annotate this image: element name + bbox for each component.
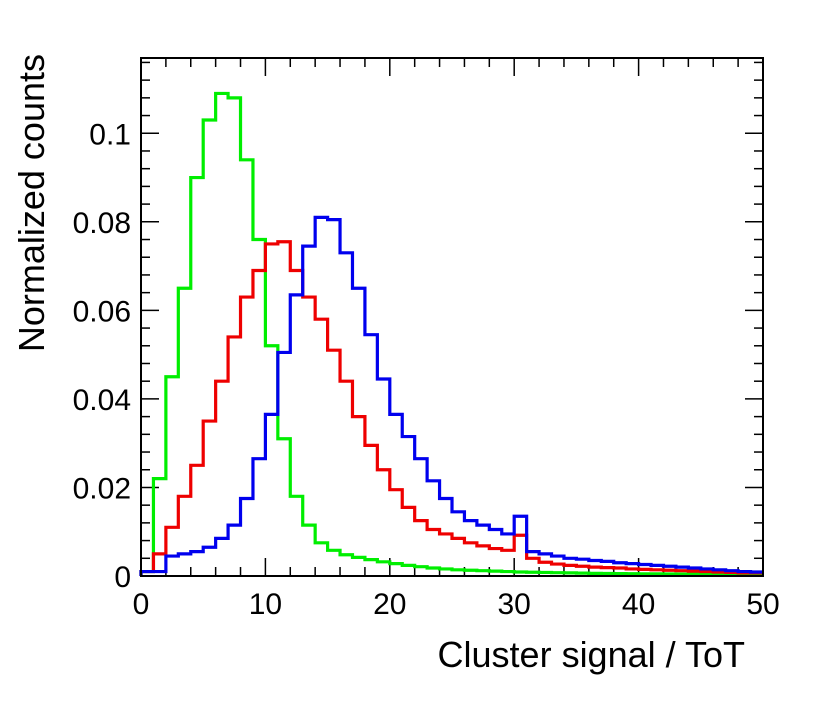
y-axis-title: Normalized counts — [11, 54, 52, 352]
x-tick-labels: 0 10 20 30 40 50 — [133, 588, 780, 621]
x-tick-label: 20 — [373, 588, 406, 621]
x-tick-label: 10 — [249, 588, 282, 621]
x-tick-label: 40 — [622, 588, 655, 621]
y-tick-label: 0.08 — [73, 207, 131, 240]
y-tick-label: 0.02 — [73, 472, 131, 505]
series-green — [139, 91, 763, 577]
x-axis-title: Cluster signal / ToT — [438, 634, 745, 675]
y-tick-label: 0.04 — [73, 384, 131, 417]
series-red — [139, 240, 763, 576]
y-tick-label: 0 — [114, 561, 131, 594]
x-tick-label: 50 — [746, 588, 779, 621]
histogram-series — [139, 91, 763, 577]
plot-frame — [140, 57, 764, 577]
y-tick-labels: 0 0.02 0.04 0.06 0.08 0.1 — [73, 118, 131, 594]
x-tick-label: 0 — [133, 588, 150, 621]
x-tick-label: 30 — [498, 588, 531, 621]
y-tick-label: 0.1 — [89, 118, 131, 151]
y-tick-label: 0.06 — [73, 295, 131, 328]
series-blue — [139, 215, 763, 576]
